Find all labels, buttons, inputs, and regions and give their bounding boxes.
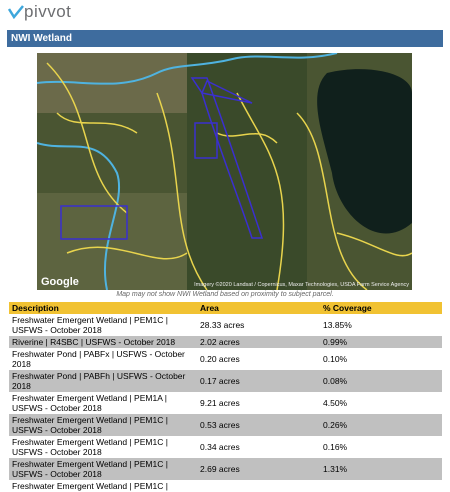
table-cell: 0.10% xyxy=(323,354,348,364)
column-header: Area xyxy=(197,302,320,314)
table-cell: 9.21 acres xyxy=(200,398,240,408)
table-cell: 0.20 acres xyxy=(200,354,240,364)
table-cell: 13.85% xyxy=(323,320,352,330)
column-header: % Coverage xyxy=(320,302,442,314)
logo-icon xyxy=(8,5,24,19)
map-attribution: Imagery ©2020 Landsat / Copernicus, Maxa… xyxy=(194,281,409,288)
table-cell: Freshwater Emergent Wetland | PEM1C | xyxy=(12,481,168,491)
table-cell: Riverine | R4SBC | USFWS - October 2018 xyxy=(9,336,197,348)
table-cell: Freshwater Pond | PABFx | USFWS - Octobe… xyxy=(12,349,185,369)
table-row: Freshwater Emergent Wetland | PEM1C | US… xyxy=(9,414,442,436)
table-cell: Freshwater Emergent Wetland | PEM1C | US… xyxy=(12,315,168,335)
map-caption: Map may not show NWI Wetland based on pr… xyxy=(116,291,334,298)
table-cell xyxy=(197,480,320,492)
table-cell: 0.99% xyxy=(320,336,442,348)
table-cell: 0.53 acres xyxy=(197,414,320,436)
table-cell: 0.08% xyxy=(320,370,442,392)
section-title: NWI Wetland xyxy=(7,30,443,47)
logo: pivvot xyxy=(8,2,71,22)
table-cell: 2.69 acres xyxy=(197,458,320,480)
table-cell: 1.31% xyxy=(320,458,442,480)
table-cell: Freshwater Emergent Wetland | PEM1C | US… xyxy=(9,414,197,436)
table-row: Freshwater Emergent Wetland | PEM1C | US… xyxy=(9,314,442,336)
map-brand: Google xyxy=(41,276,79,288)
table-cell: 0.34 acres xyxy=(200,442,240,452)
table-row: Freshwater Pond | PABFx | USFWS - Octobe… xyxy=(9,348,442,370)
table-row: Freshwater Emergent Wetland | PEM1A | US… xyxy=(9,392,442,414)
table-cell: Freshwater Pond | PABFh | USFWS - Octobe… xyxy=(9,370,197,392)
logo-text: pivvot xyxy=(24,2,72,21)
table-row: Freshwater Emergent Wetland | PEM1C | US… xyxy=(9,436,442,458)
table-cell: 28.33 acres xyxy=(200,320,245,330)
table-cell: 0.17 acres xyxy=(197,370,320,392)
wetland-table: Description Area% Coverage Freshwater Eme… xyxy=(9,302,442,492)
table-header: Description Area% Coverage xyxy=(9,302,442,314)
table-cell: 2.02 acres xyxy=(197,336,320,348)
table-row: Freshwater Emergent Wetland | PEM1C | xyxy=(9,480,442,492)
table-cell: 0.16% xyxy=(323,442,348,452)
table-row: Freshwater Pond | PABFh | USFWS - Octobe… xyxy=(9,370,442,392)
column-header: Description xyxy=(9,302,197,314)
table-cell: Freshwater Emergent Wetland | PEM1A | US… xyxy=(12,393,167,413)
map: Google Imagery ©2020 Landsat / Copernicu… xyxy=(37,53,412,290)
table-cell: 0.26% xyxy=(320,414,442,436)
table-cell: 4.50% xyxy=(323,398,348,408)
table-cell xyxy=(320,480,442,492)
table-cell: Freshwater Emergent Wetland | PEM1C | US… xyxy=(12,437,168,457)
table-row: Freshwater Emergent Wetland | PEM1C | US… xyxy=(9,458,442,480)
table-cell: Freshwater Emergent Wetland | PEM1C | US… xyxy=(9,458,197,480)
table-row: Riverine | R4SBC | USFWS - October 2018 2… xyxy=(9,336,442,348)
